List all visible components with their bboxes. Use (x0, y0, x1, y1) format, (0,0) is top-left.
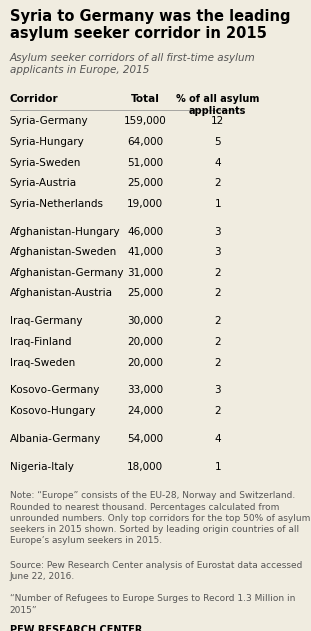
Text: 18,000: 18,000 (127, 462, 163, 472)
Text: 19,000: 19,000 (127, 199, 163, 209)
Text: Syria-Netherlands: Syria-Netherlands (10, 199, 104, 209)
Text: 2: 2 (215, 316, 221, 326)
Text: 31,000: 31,000 (127, 268, 163, 278)
Text: 5: 5 (215, 137, 221, 147)
Text: Asylum seeker corridors of all first-time asylum
applicants in Europe, 2015: Asylum seeker corridors of all first-tim… (10, 53, 255, 75)
Text: Source: Pew Research Center analysis of Eurostat data accessed
June 22, 2016.: Source: Pew Research Center analysis of … (10, 561, 302, 581)
Text: 20,000: 20,000 (127, 337, 163, 347)
Text: Afghanistan-Germany: Afghanistan-Germany (10, 268, 124, 278)
Text: Iraq-Finland: Iraq-Finland (10, 337, 71, 347)
Text: 2: 2 (215, 288, 221, 298)
Text: 3: 3 (215, 247, 221, 257)
Text: 2: 2 (215, 358, 221, 367)
Text: 4: 4 (215, 434, 221, 444)
Text: 3: 3 (215, 386, 221, 396)
Text: 12: 12 (211, 116, 225, 126)
Text: Albania-Germany: Albania-Germany (10, 434, 101, 444)
Text: 25,000: 25,000 (127, 178, 163, 188)
Text: 41,000: 41,000 (127, 247, 163, 257)
Text: 2: 2 (215, 406, 221, 416)
Text: 33,000: 33,000 (127, 386, 163, 396)
Text: Kosovo-Germany: Kosovo-Germany (10, 386, 99, 396)
Text: Total: Total (131, 94, 160, 104)
Text: 159,000: 159,000 (124, 116, 167, 126)
Text: 3: 3 (215, 227, 221, 237)
Text: Afghanistan-Sweden: Afghanistan-Sweden (10, 247, 117, 257)
Text: Syria-Sweden: Syria-Sweden (10, 158, 81, 168)
Text: Iraq-Sweden: Iraq-Sweden (10, 358, 75, 367)
Text: “Number of Refugees to Europe Surges to Record 1.3 Million in
2015”: “Number of Refugees to Europe Surges to … (10, 594, 295, 615)
Text: 46,000: 46,000 (127, 227, 163, 237)
Text: 51,000: 51,000 (127, 158, 163, 168)
Text: Afghanistan-Hungary: Afghanistan-Hungary (10, 227, 120, 237)
Text: 1: 1 (215, 462, 221, 472)
Text: Iraq-Germany: Iraq-Germany (10, 316, 82, 326)
Text: Syria to Germany was the leading
asylum seeker corridor in 2015: Syria to Germany was the leading asylum … (10, 9, 290, 42)
Text: 64,000: 64,000 (127, 137, 163, 147)
Text: 54,000: 54,000 (127, 434, 163, 444)
Text: Syria-Hungary: Syria-Hungary (10, 137, 84, 147)
Text: Syria-Germany: Syria-Germany (10, 116, 88, 126)
Text: 1: 1 (215, 199, 221, 209)
Text: 25,000: 25,000 (127, 288, 163, 298)
Text: Afghanistan-Austria: Afghanistan-Austria (10, 288, 113, 298)
Text: 24,000: 24,000 (127, 406, 163, 416)
Text: 30,000: 30,000 (127, 316, 163, 326)
Text: Note: “Europe” consists of the EU-28, Norway and Switzerland.
Rounded to nearest: Note: “Europe” consists of the EU-28, No… (10, 492, 310, 545)
Text: Syria-Austria: Syria-Austria (10, 178, 77, 188)
Text: 20,000: 20,000 (127, 358, 163, 367)
Text: Kosovo-Hungary: Kosovo-Hungary (10, 406, 95, 416)
Text: 4: 4 (215, 158, 221, 168)
Text: Corridor: Corridor (10, 94, 58, 104)
Text: 2: 2 (215, 178, 221, 188)
Text: PEW RESEARCH CENTER: PEW RESEARCH CENTER (10, 625, 142, 631)
Text: 2: 2 (215, 337, 221, 347)
Text: 2: 2 (215, 268, 221, 278)
Text: Nigeria-Italy: Nigeria-Italy (10, 462, 74, 472)
Text: % of all asylum
applicants: % of all asylum applicants (176, 94, 259, 115)
